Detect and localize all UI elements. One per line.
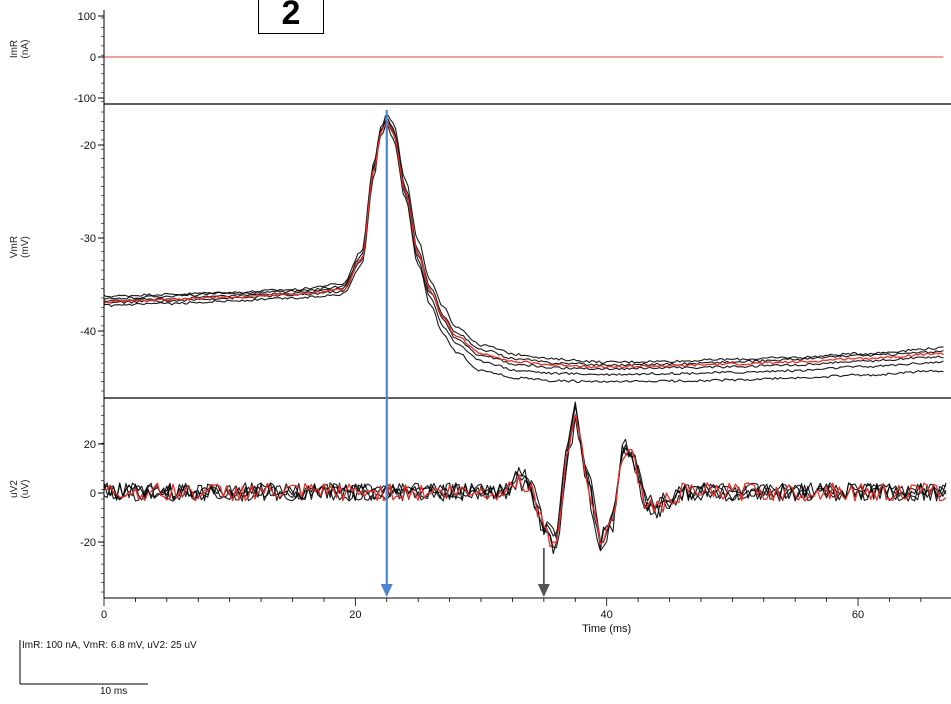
y-tick-label: -100	[74, 93, 96, 105]
vmr-ylabel-unit: (mV)	[20, 236, 31, 258]
uv2-ylabel: uV2 (uV)	[2, 478, 38, 500]
x-tick-label: 0	[101, 609, 107, 621]
mean-trace	[103, 413, 947, 548]
imr-ylabel: ImR (nA)	[2, 38, 38, 60]
vmr-ylabel: VmR (mV)	[2, 236, 38, 258]
y-tick-label: -20	[80, 537, 96, 549]
uv2-ylabel-name: uV2	[9, 480, 20, 498]
trace	[103, 416, 947, 549]
figure-panel-badge: 2	[258, 0, 324, 34]
x-tick-label: 40	[601, 609, 613, 621]
imr-ylabel-unit: (nA)	[20, 39, 31, 59]
scale-bar-label: 10 ms	[100, 686, 128, 697]
scale-info-text: ImR: 100 nA, VmR: 6.8 mV, uV2: 25 uV	[22, 640, 197, 651]
imr-ylabel-name: ImR	[9, 39, 20, 59]
scale-bar	[19, 640, 148, 685]
x-axis-label: Time (ms)	[582, 623, 631, 635]
y-tick-label: -40	[80, 326, 96, 338]
imr-panel: 100 0 -100	[74, 11, 944, 105]
y-tick-label: 100	[78, 11, 96, 23]
mean-trace	[103, 122, 944, 369]
trace	[103, 121, 944, 377]
y-tick-label: -20	[80, 140, 96, 152]
annotation-arrows	[380, 110, 550, 597]
x-tick-label: 60	[852, 609, 864, 621]
vmr-panel: -20 -30 -40	[80, 111, 944, 392]
y-tick-label: 20	[84, 439, 96, 451]
trace	[103, 121, 944, 371]
trace	[103, 414, 947, 552]
y-tick-label: 0	[90, 52, 96, 64]
uv2-ylabel-unit: (uV)	[20, 479, 31, 499]
x-tick-label: 20	[349, 609, 361, 621]
trace	[103, 118, 944, 367]
blue-arrow-head	[380, 584, 393, 597]
y-tick-label: 0	[90, 488, 96, 500]
gray-arrow-head	[537, 584, 550, 597]
trace	[103, 125, 944, 384]
trace	[103, 401, 947, 555]
trace	[103, 114, 944, 364]
uv2-panel: 20 0 -20	[80, 401, 947, 593]
y-tick-label: -30	[80, 233, 96, 245]
time-axis: 0 20 40 60 Time (ms)	[101, 10, 951, 635]
vmr-ylabel-name: VmR	[9, 235, 20, 259]
